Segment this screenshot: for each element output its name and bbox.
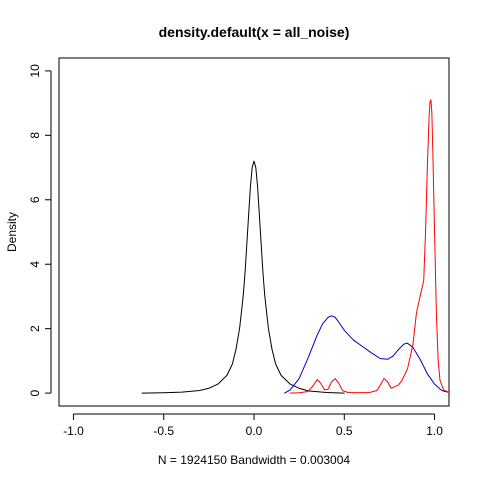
x-tick-label: 0.5 xyxy=(336,424,353,438)
chart-title: density.default(x = all_noise) xyxy=(159,24,350,40)
x-tick-label: 1.0 xyxy=(426,424,443,438)
y-tick-label: 4 xyxy=(28,261,42,268)
y-tick-label: 6 xyxy=(28,196,42,203)
y-axis: 0 2 4 6 8 10 xyxy=(28,64,52,396)
x-axis-label: N = 1924150 Bandwidth = 0.003004 xyxy=(158,453,350,467)
plot-area xyxy=(58,57,450,407)
x-tick-label: -1.0 xyxy=(63,424,84,438)
y-tick-label: 0 xyxy=(28,389,42,396)
series-layer xyxy=(141,99,450,394)
series-line-3 xyxy=(289,99,450,394)
series-line-2 xyxy=(284,315,450,394)
x-tick-label: -0.5 xyxy=(153,424,174,438)
y-tick-label: 10 xyxy=(28,64,42,78)
series-line-1 xyxy=(141,160,345,394)
x-tick-label: 0.0 xyxy=(246,424,263,438)
y-tick-label: 2 xyxy=(28,325,42,332)
y-tick-label: 8 xyxy=(28,132,42,139)
y-axis-label: Density xyxy=(5,212,19,252)
x-axis: -1.0 -0.5 0.0 0.5 1.0 xyxy=(63,413,443,438)
